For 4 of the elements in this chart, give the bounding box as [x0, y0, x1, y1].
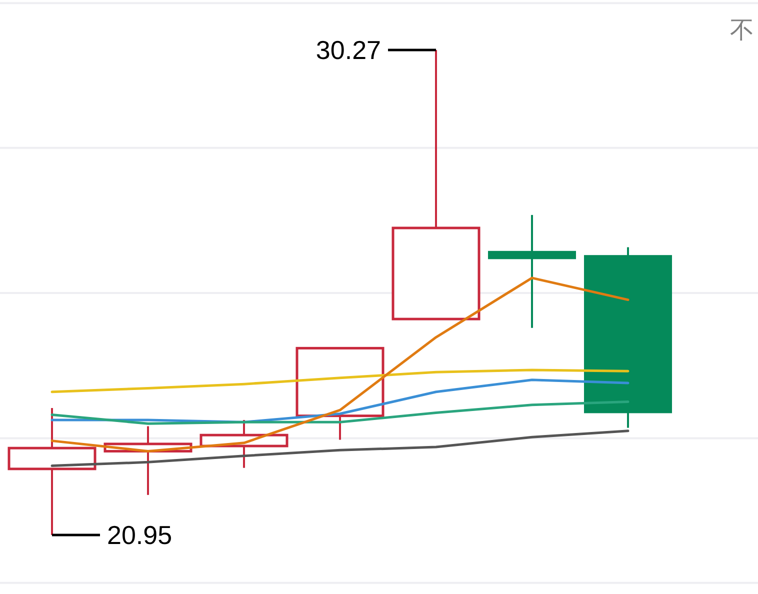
annotation: 30.27: [316, 35, 381, 65]
annotation: 20.95: [52, 520, 172, 550]
annotation: 20.95: [107, 520, 172, 550]
annotation: 30.27: [316, 35, 436, 65]
